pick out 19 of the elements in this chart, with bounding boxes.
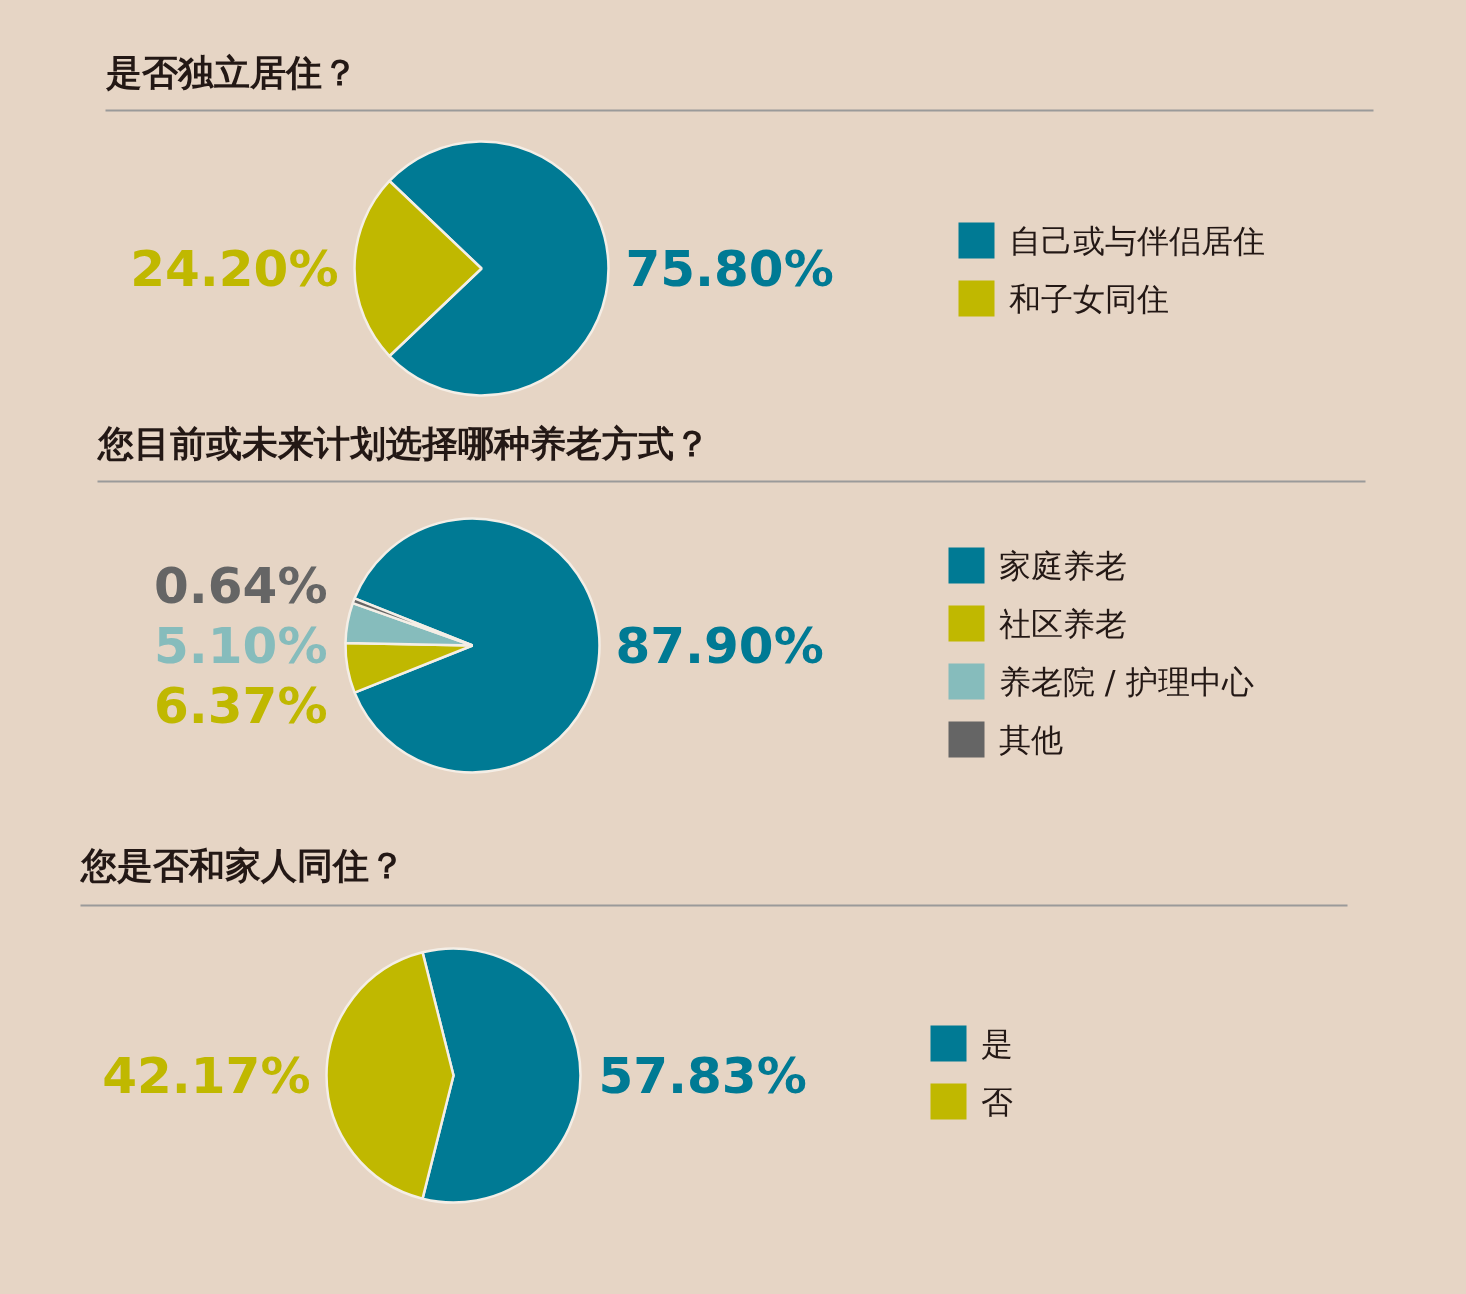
legend-label: 家庭养老 xyxy=(998,546,1127,585)
chart-title: 是否独立居住？ xyxy=(104,52,358,93)
chart-title: 您是否和家人同住？ xyxy=(78,845,405,886)
legend-label: 其他 xyxy=(998,720,1063,759)
legend-label: 和子女同住 xyxy=(1008,279,1169,318)
data-label: 5.10% xyxy=(154,616,328,675)
data-label: 57.83% xyxy=(598,1046,807,1105)
data-label: 87.90% xyxy=(615,616,824,675)
data-label: 75.80% xyxy=(625,239,834,298)
data-label: 42.17% xyxy=(102,1046,311,1105)
legend-label: 否 xyxy=(980,1082,1013,1121)
data-label: 24.20% xyxy=(130,239,339,298)
legend-label: 自己或与伴侣居住 xyxy=(1008,221,1265,260)
chart-title: 您目前或未来计划选择哪种养老方式？ xyxy=(95,423,710,464)
data-label: 0.64% xyxy=(154,556,328,615)
legend-label: 是 xyxy=(980,1024,1013,1063)
legend-label: 社区养老 xyxy=(998,604,1127,643)
legend-label: 养老院 / 护理中心 xyxy=(998,662,1254,701)
data-label: 6.37% xyxy=(154,676,328,735)
